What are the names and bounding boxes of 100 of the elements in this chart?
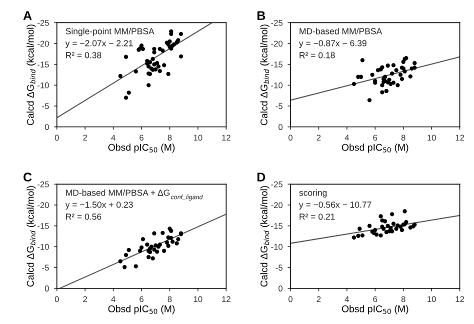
x-tick-label: 0 (54, 134, 59, 141)
y-tick-label: -25 (38, 20, 49, 26)
x-tick-label: 4 (111, 134, 116, 141)
point (166, 72, 170, 76)
point (178, 32, 184, 36)
point (138, 248, 142, 253)
point (124, 252, 128, 258)
y-tick-label: 0 (278, 124, 283, 130)
point (367, 224, 372, 228)
y-tick-label: -20 (271, 202, 283, 208)
point (382, 219, 388, 224)
point (402, 69, 407, 74)
y-tick-label: -20 (38, 202, 49, 208)
point (352, 235, 356, 240)
point (156, 64, 161, 69)
point (145, 242, 150, 247)
x-tick-label: 4 (344, 296, 349, 302)
point (380, 83, 384, 88)
x-tick-label: 12 (456, 134, 464, 141)
y-tick-label: -5 (276, 103, 283, 110)
point (386, 64, 390, 68)
point (154, 250, 160, 254)
point (387, 78, 392, 82)
point (398, 72, 403, 77)
annotation: R² = 0.38 (66, 52, 102, 58)
point (358, 226, 362, 231)
point (174, 241, 179, 246)
x-tick-label: 8 (401, 296, 406, 302)
point (170, 240, 175, 244)
y-tick-label: -5 (276, 264, 283, 271)
point (378, 233, 383, 238)
point (360, 233, 365, 238)
point (126, 248, 131, 252)
x-tick-label: 0 (288, 134, 292, 141)
point (360, 58, 365, 62)
x-axis-title: Obsd pIC$_{50}$ (M) (108, 144, 175, 153)
point (118, 259, 122, 264)
point (162, 248, 166, 253)
point (150, 56, 155, 62)
point (160, 230, 165, 236)
point (146, 64, 151, 69)
y-axis-title: Calcd ΔG$_{bind}$ (kcal/mol) (26, 186, 36, 287)
y-axis-title: Calcd ΔG$_{bind}$ (kcal/mol) (26, 24, 36, 126)
point (378, 214, 383, 218)
x-tick-label: 2 (83, 296, 87, 302)
chart-title: C (24, 172, 32, 182)
y-tick-label: -5 (42, 264, 49, 271)
y-tick-label: -15 (38, 223, 49, 229)
chart-title: A (23, 11, 32, 20)
point (154, 61, 160, 66)
y-tick-label: -10 (38, 82, 49, 88)
point (384, 88, 389, 94)
chart-title: B (257, 11, 266, 20)
x-tick-label: 4 (344, 134, 349, 141)
point (152, 231, 156, 236)
point (400, 228, 404, 232)
point (352, 82, 356, 86)
point (160, 48, 165, 53)
y-tick-label: 0 (44, 286, 49, 292)
point (412, 66, 417, 70)
point (370, 72, 374, 77)
point (162, 63, 166, 68)
x-tick-label: 8 (168, 134, 172, 141)
point (150, 256, 155, 260)
annotation: R² = 0.56 (66, 214, 102, 220)
y-tick-label: -20 (38, 40, 49, 47)
point (152, 50, 156, 54)
point (391, 222, 396, 226)
x-tick-label: 12 (456, 296, 464, 302)
x-axis-title: Obsd pIC$_{50}$ (M) (342, 144, 408, 153)
x-tick-label: 2 (83, 134, 87, 141)
x-tick-label: 6 (140, 296, 144, 302)
annotation: y = −0.56x − 10.77 (298, 202, 372, 210)
x-tick-label: 10 (428, 134, 436, 141)
annotation: MD-based MM/PBSA (300, 28, 382, 34)
chart-title: D (257, 172, 266, 182)
point (396, 83, 400, 88)
annotation: scoring (299, 189, 327, 198)
y-tick-label: 0 (44, 124, 49, 130)
x-tick-label: 6 (373, 134, 378, 141)
point (134, 69, 138, 74)
y-tick-label: -10 (271, 82, 283, 88)
annotation: y = −1.50x + 0.23 (65, 202, 133, 210)
annotation: R² = 0.18 (300, 52, 335, 58)
point (390, 71, 394, 76)
point (122, 265, 127, 270)
x-tick-label: 4 (111, 296, 116, 302)
point (400, 76, 404, 82)
point (178, 54, 184, 59)
annotation: y = −0.87x − 6.39 (298, 40, 366, 48)
point (391, 80, 396, 85)
x-tick-label: 10 (428, 296, 436, 302)
x-tick-label: 10 (194, 134, 202, 141)
point (394, 68, 398, 72)
x-tick-label: 6 (373, 296, 378, 302)
y-tick-label: -10 (271, 244, 283, 250)
x-tick-label: 12 (222, 296, 230, 302)
y-tick-label: -25 (271, 181, 283, 188)
y-axis-title: Calcd ΔG$_{bind}$ (kcal/mol) (260, 186, 270, 287)
point (139, 245, 144, 250)
